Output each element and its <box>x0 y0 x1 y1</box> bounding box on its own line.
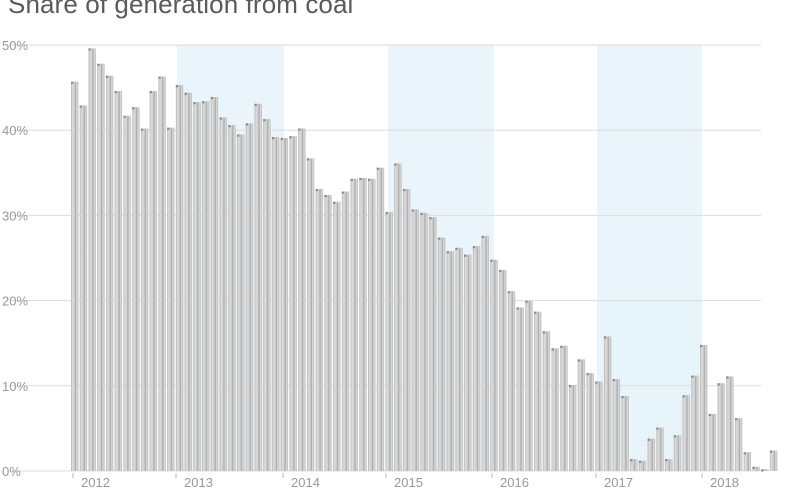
svg-text:2017: 2017 <box>604 475 633 490</box>
svg-text:2014: 2014 <box>291 475 320 490</box>
svg-text:40%: 40% <box>2 123 28 138</box>
svg-text:10%: 10% <box>2 379 28 394</box>
svg-text:0%: 0% <box>2 464 21 479</box>
svg-text:30%: 30% <box>2 208 28 223</box>
svg-text:2012: 2012 <box>81 475 110 490</box>
svg-text:50%: 50% <box>2 38 28 53</box>
svg-text:20%: 20% <box>2 294 28 309</box>
svg-text:2018: 2018 <box>710 475 739 490</box>
svg-text:2013: 2013 <box>184 475 213 490</box>
svg-text:2015: 2015 <box>394 475 423 490</box>
svg-text:2016: 2016 <box>500 475 529 490</box>
